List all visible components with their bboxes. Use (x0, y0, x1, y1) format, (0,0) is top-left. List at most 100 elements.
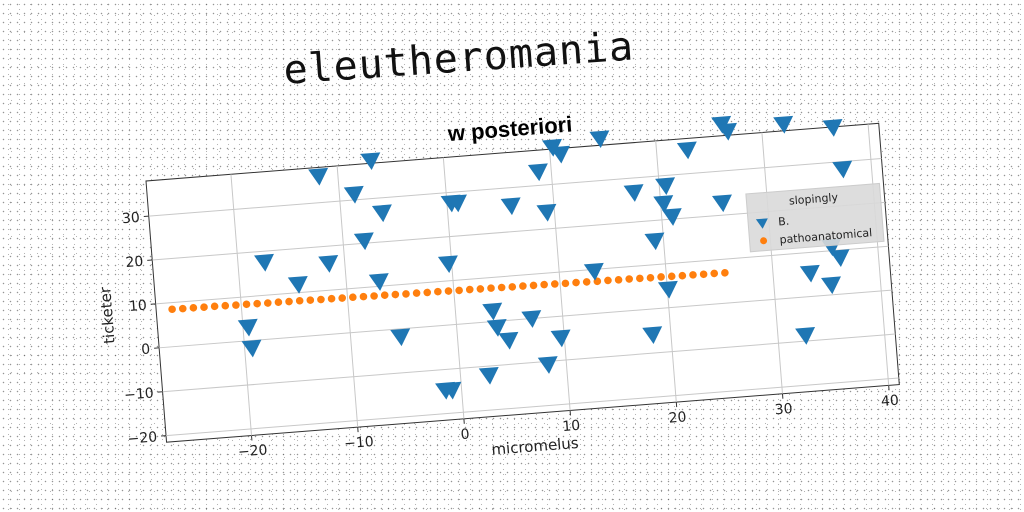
y-tick-label: −10 (124, 385, 155, 403)
pathoanatomical-point (434, 287, 442, 296)
b-series-point (478, 366, 499, 385)
y-grid-line (165, 377, 899, 437)
b-series-point (441, 381, 462, 400)
pathoanatomical-point (519, 282, 527, 290)
b-series-point (717, 122, 738, 141)
b-series-point (237, 318, 258, 337)
y-axis-label: ticketer (96, 286, 118, 345)
pathoanatomical-point (232, 301, 240, 309)
pathoanatomical-point (189, 303, 198, 312)
b-series-point (712, 194, 732, 213)
b-series-point (254, 253, 274, 272)
b-series-point (353, 232, 374, 251)
x-grid-line (549, 149, 571, 411)
pathoanatomical-point (582, 278, 591, 286)
x-tick-label: 40 (880, 393, 899, 410)
x-grid-line (761, 132, 783, 394)
x-tick-label: 0 (460, 426, 470, 443)
legend-box (745, 182, 885, 253)
pathoanatomical-point (423, 288, 432, 297)
pathoanatomical-point (667, 272, 676, 281)
b-series-point (437, 255, 458, 274)
pathoanatomical-point (699, 270, 708, 279)
pathoanatomical-point (497, 283, 506, 292)
pathoanatomical-point (402, 290, 410, 298)
b-series-point (537, 356, 558, 374)
pathoanatomical-point (306, 296, 315, 304)
pathoanatomical-point (200, 303, 208, 311)
pathoanatomical-point (625, 275, 634, 283)
b-series-point (661, 208, 682, 226)
y-grid-line (148, 157, 882, 217)
y-tick-label: −20 (127, 429, 158, 447)
b-series-point (653, 195, 674, 213)
legend-triangle-marker (755, 218, 768, 229)
b-series-point (550, 145, 570, 164)
b-series-point (486, 319, 507, 337)
x-tick-label: 30 (774, 401, 793, 418)
b-series-point (536, 203, 557, 222)
x-tick-label: −20 (237, 442, 268, 460)
pathoanatomical-point (646, 273, 655, 282)
b-series-point (482, 302, 503, 321)
pathoanatomical-point (359, 292, 368, 301)
pathoanatomical-point (636, 274, 644, 283)
b-series-point (623, 184, 644, 202)
pathoanatomical-point (349, 293, 357, 302)
pathoanatomical-point (370, 292, 378, 300)
b-series-point (500, 197, 521, 216)
pathoanatomical-point (508, 283, 517, 291)
pathoanatomical-point (412, 289, 421, 297)
pathoanatomical-point (487, 284, 495, 292)
b-series-point (821, 276, 841, 295)
b-series-point (287, 275, 308, 294)
b-series-point (308, 167, 329, 186)
y-tick-label: 10 (128, 298, 147, 315)
pathoanatomical-point (168, 305, 176, 314)
pathoanatomical-point (678, 271, 687, 280)
legend-circle-marker (760, 237, 768, 245)
pathoanatomical-point (242, 300, 251, 309)
b-series-point (241, 339, 262, 358)
b-series-point (390, 328, 411, 347)
b-series-point (832, 160, 853, 179)
y-tick-label: 30 (121, 210, 140, 227)
pathoanatomical-point (391, 290, 400, 299)
pathoanatomical-point (178, 304, 187, 313)
pathoanatomical-point (338, 294, 347, 302)
b-series-point (795, 327, 816, 345)
x-grid-line (336, 165, 359, 428)
axis-ticks: −20 −10 0 10 20 30 40 −20 −10 0 10 20 30 (121, 210, 899, 461)
pathoanatomical-point (476, 285, 485, 293)
pathoanatomical-point (657, 273, 665, 281)
pathoanatomical-point (572, 278, 580, 287)
pathoanatomical-point (380, 291, 389, 299)
b-series-point (829, 249, 850, 267)
pathoanatomical-point (561, 279, 570, 288)
b-series-point (527, 163, 548, 182)
y-grid-line (155, 245, 889, 305)
x-tick-label: 10 (562, 418, 581, 435)
legend-title: slopingly (789, 191, 839, 208)
pathoanatomical-point (253, 299, 261, 308)
b-series-point (550, 329, 571, 348)
pathoanatomical-point (295, 296, 304, 305)
x-grid-line (230, 174, 253, 436)
pathoanatomical-point (710, 269, 719, 278)
b-series-point (371, 204, 392, 223)
b-series-point (642, 326, 663, 344)
pathoanatomical-point (455, 286, 463, 295)
legend: slopingly B. pathoanatomical (745, 182, 885, 253)
b-series-point (360, 152, 381, 171)
pathoanatomical-point (529, 281, 538, 290)
b-series-point (644, 232, 665, 251)
y-grid-line (162, 333, 896, 393)
pathoanatomical-point (210, 302, 219, 311)
b-series-point (589, 130, 610, 149)
b-series-point (655, 177, 676, 196)
pathoanatomical-point (285, 297, 293, 306)
pathoanatomical-point (327, 294, 336, 303)
legend-series-1-label: B. (778, 215, 790, 229)
pathoanatomical-point (689, 271, 697, 279)
